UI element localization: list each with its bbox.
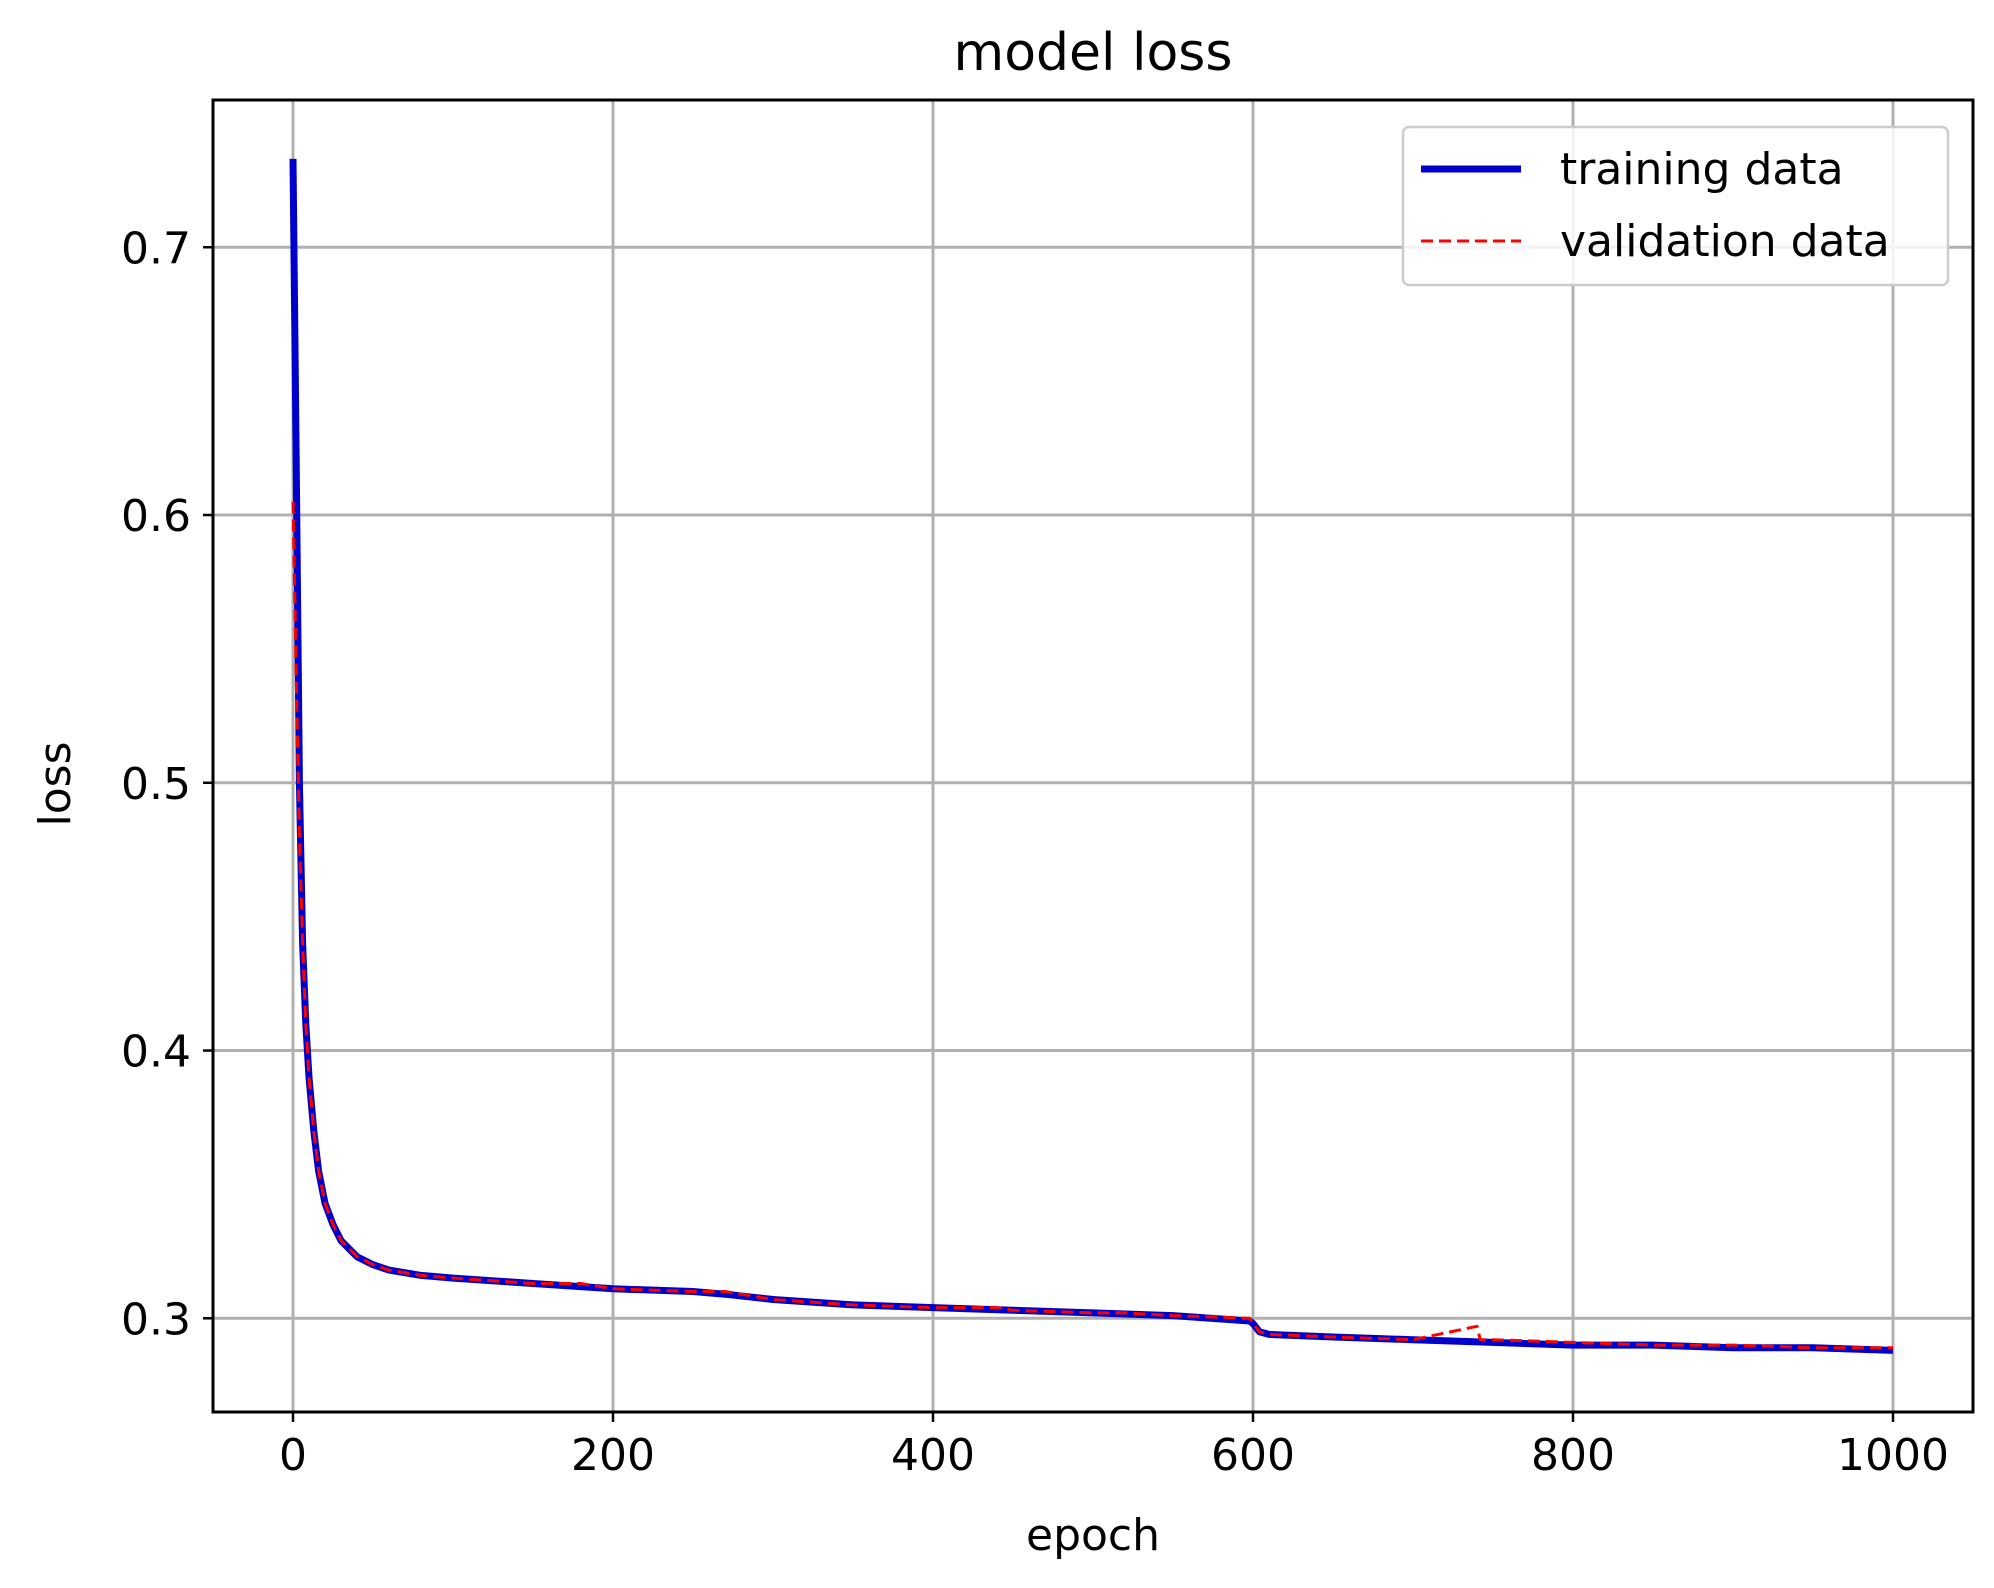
x-tick-label: 200 xyxy=(571,1430,655,1481)
x-tick-label: 400 xyxy=(891,1430,975,1481)
legend-label: training data xyxy=(1560,144,1844,195)
plot-frame xyxy=(211,98,1975,1414)
legend: training data validation data xyxy=(1401,125,1950,287)
legend-box xyxy=(1401,125,1950,287)
x-tick-label: 800 xyxy=(1531,1430,1615,1481)
x-tick-label: 600 xyxy=(1211,1430,1295,1481)
series-line-validation xyxy=(291,501,1893,1350)
y-tick-label: 0.3 xyxy=(121,1294,191,1345)
series-layer xyxy=(289,158,1894,1354)
x-tick-label: 1000 xyxy=(1837,1430,1949,1481)
legend-label: validation data xyxy=(1560,216,1890,267)
y-tick-label: 0.4 xyxy=(121,1027,191,1078)
y-tick-label: 0.5 xyxy=(121,759,191,810)
series-line-training xyxy=(289,158,1894,1354)
x-axis-label: epoch xyxy=(1026,1510,1160,1561)
y-axis-label: loss xyxy=(30,742,81,827)
y-tick-label: 0.7 xyxy=(121,223,191,274)
chart-title: model loss xyxy=(954,23,1233,83)
x-tick-label: 0 xyxy=(279,1430,307,1481)
axis-ticks: 0 200 400 600 800 1000 0.3 0.4 0.5 0.6 0.7 xyxy=(121,223,1949,1481)
grid xyxy=(213,100,1973,1412)
y-tick-label: 0.6 xyxy=(121,491,191,542)
